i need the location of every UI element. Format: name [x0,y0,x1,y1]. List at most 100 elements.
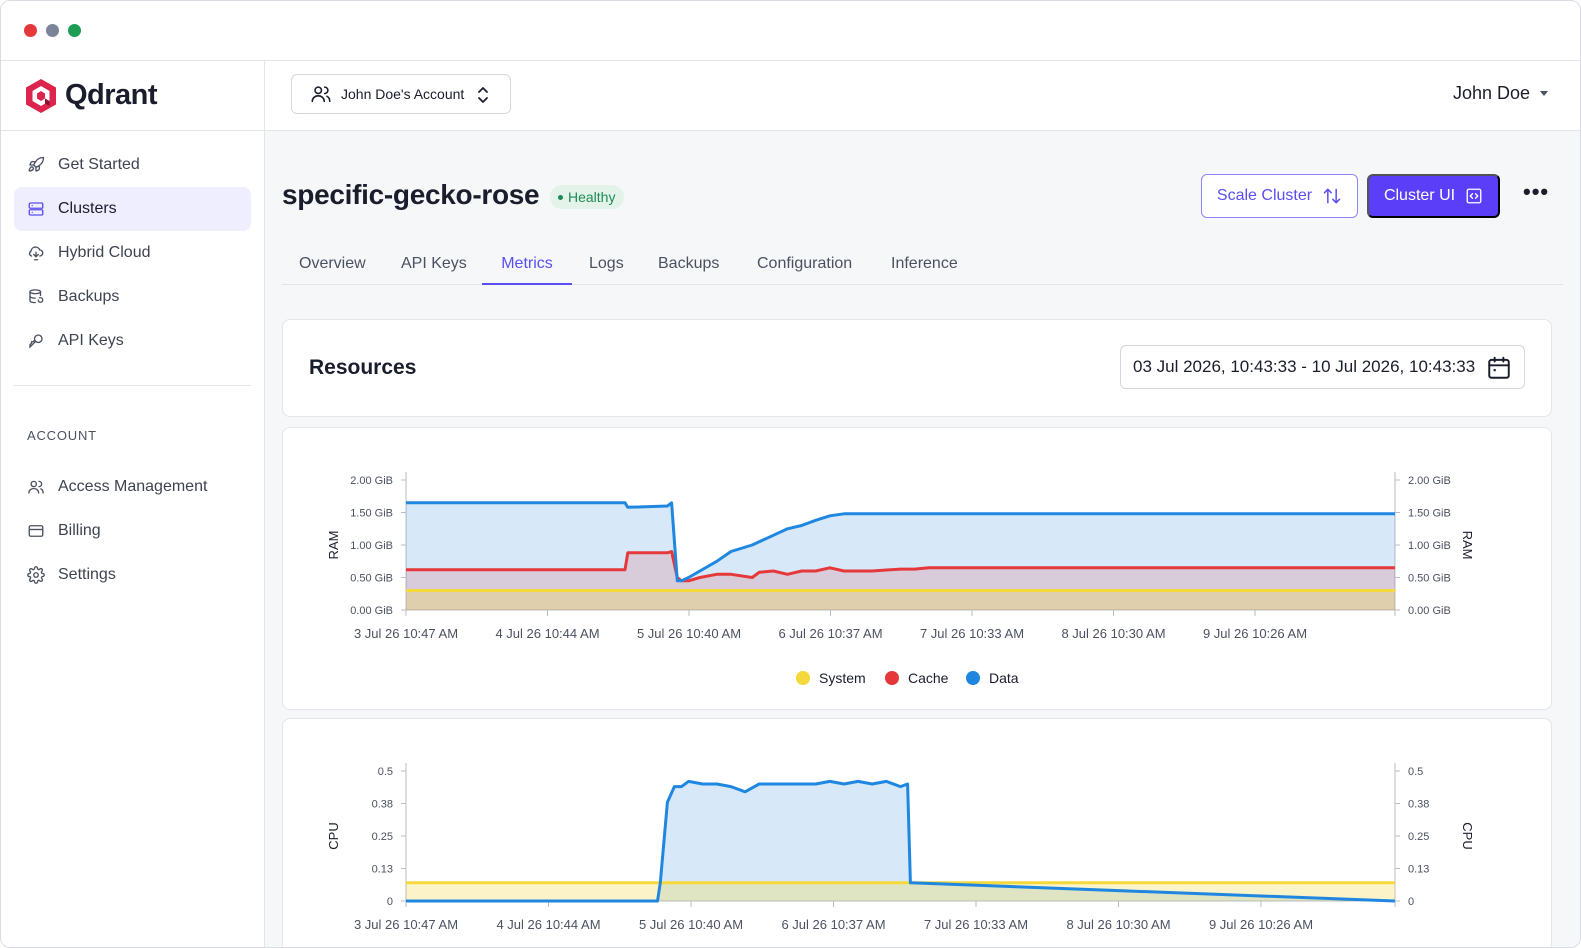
user-menu[interactable]: John Doe [1453,83,1548,104]
close-window-dot[interactable] [24,24,37,37]
y-axis-label-right: CPU [1460,822,1475,849]
main-content: specific-gecko-rose Healthy Scale Cluste… [265,131,1580,947]
y-tick-label-left: 2.00 GiB [350,475,393,487]
tab-configuration[interactable]: Configuration [757,255,853,272]
series-line-data [406,779,1396,903]
x-tick-label: 5 Jul 26 10:40 AM [639,917,743,932]
chevron-up-down-icon [478,87,488,103]
x-tick-label: 7 Jul 26 10:33 AM [920,626,1024,641]
users-icon [311,86,331,103]
ram-chart-card: 0.00 GiB 0.00 GiB 0.50 GiB 0.50 GiB 1.00 GiB… [282,427,1552,710]
series-line-cache [406,550,1395,583]
calendar-icon [1488,356,1510,379]
sidebar-item-access-management[interactable]: Access Management [14,465,251,509]
sidebar-item-label: Access Management [58,478,208,495]
sidebar-item-get-started[interactable]: Get Started [14,143,251,187]
arrows-up-down-icon [1323,188,1341,204]
maximize-window-dot[interactable] [68,24,81,37]
sidebar-item-label: Settings [58,566,116,583]
chart-legend: System Cache Data [796,670,1019,686]
sidebar-item-label: Backups [58,288,120,305]
series-area-data [406,502,1395,610]
main-nav: Get Started Clusters Hybrid Cloud Backup… [1,131,264,363]
y-tick-label-right: 0.25 [1408,831,1429,843]
y-tick-label-right: 0.13 [1408,864,1429,876]
cluster-tabs: Overview API Keys Metrics Logs Backups C… [282,243,1563,285]
rocket-icon [28,156,45,172]
tab-inference[interactable]: Inference [891,255,958,272]
brand-name: Qdrant [65,79,158,111]
more-options-icon[interactable]: ••• [1523,179,1550,204]
y-tick-label-left: 0.5 [378,766,393,778]
y-tick-label-left: 1.50 GiB [350,508,393,520]
x-tick-label: 9 Jul 26 10:26 AM [1209,917,1313,932]
cpu-chart: 0 0 0.13 0.13 0.25 0.25 0.38 0.38 0.5 0.5 CPU CPU 3 … [326,763,1475,932]
sidebar-item-hybrid-cloud[interactable]: Hybrid Cloud [14,231,251,275]
y-tick-label-right: 0.38 [1408,799,1429,811]
y-tick-label-right: 0 [1408,896,1414,908]
y-tick-label-right: 1.00 GiB [1408,540,1451,552]
sidebar-item-billing[interactable]: Billing [14,509,251,553]
x-tick-label: 8 Jul 26 10:30 AM [1066,917,1170,932]
top-header: John Doe's Account John Doe [265,61,1580,131]
legend-marker-data [966,671,980,685]
x-tick-label: 9 Jul 26 10:26 AM [1203,626,1307,641]
account-selector[interactable]: John Doe's Account [291,74,511,114]
minimize-window-dot[interactable] [46,24,59,37]
sidebar-item-label: Clusters [58,200,117,217]
series-area-system [406,590,1395,610]
cluster-ui-label: Cluster UI [1383,187,1456,204]
account-selector-label: John Doe's Account [341,86,465,102]
tab-api-keys[interactable]: API Keys [401,255,467,272]
sidebar-item-label: API Keys [58,332,124,349]
y-tick-label-left: 0.00 GiB [350,605,393,617]
y-tick-label-left: 1.00 GiB [350,540,393,552]
account-nav: Access Management Billing Settings [1,465,264,597]
logo[interactable]: Qdrant [1,61,264,131]
date-range-value: 03 Jul 2026, 10:43:33 - 10 Jul 2026, 10:… [1133,357,1476,376]
qdrant-logo-icon [26,78,56,113]
tab-backups[interactable]: Backups [658,255,720,272]
x-tick-label: 7 Jul 26 10:33 AM [924,917,1028,932]
gear-icon [27,566,45,584]
x-tick-label: 5 Jul 26 10:40 AM [637,626,741,641]
series-area-system [406,882,1395,901]
cloud-sync-icon [28,246,44,261]
y-tick-label-right: 2.00 GiB [1408,475,1451,487]
y-tick-label-right: 0.00 GiB [1408,605,1451,617]
ram-chart: 0.00 GiB 0.00 GiB 0.50 GiB 0.50 GiB 1.00 GiB… [326,472,1475,686]
series-line-data [406,501,1395,583]
tab-overview[interactable]: Overview [299,255,366,272]
title-bar [1,1,1580,61]
y-tick-label-left: 0.38 [372,799,393,811]
user-name: John Doe [1452,83,1530,103]
resources-header-card: Resources 03 Jul 2026, 10:43:33 - 10 Jul… [282,319,1552,417]
x-tick-label: 8 Jul 26 10:30 AM [1061,626,1165,641]
code-window-icon [1466,188,1482,204]
status-badge: Healthy [550,185,625,209]
tab-metrics[interactable]: Metrics [482,255,572,285]
date-range-picker[interactable]: 03 Jul 2026, 10:43:33 - 10 Jul 2026, 10:… [1120,345,1525,389]
x-tick-label: 4 Jul 26 10:44 AM [495,626,599,641]
sidebar: Qdrant Get Started Clusters Hybrid Cloud… [1,61,265,947]
scale-cluster-button[interactable]: Scale Cluster [1201,174,1358,218]
x-tick-label: 3 Jul 26 10:47 AM [354,626,458,641]
sidebar-item-api-keys[interactable]: API Keys [14,319,251,363]
key-icon [29,334,43,349]
tab-logs[interactable]: Logs [589,255,624,272]
caret-down-icon [1540,91,1548,96]
legend-label-data: Data [989,670,1019,686]
credit-card-icon [28,525,44,537]
scale-cluster-label: Scale Cluster [1216,187,1313,204]
y-tick-label-right: 1.50 GiB [1408,508,1451,520]
y-tick-label-left: 0.50 GiB [350,573,393,585]
sidebar-item-backups[interactable]: Backups [14,275,251,319]
sidebar-item-label: Billing [58,522,101,539]
sidebar-divider [14,385,251,386]
account-section-label: ACCOUNT [27,428,97,443]
x-tick-label: 6 Jul 26 10:37 AM [778,626,882,641]
cluster-ui-button[interactable]: Cluster UI [1367,174,1500,218]
sidebar-item-settings[interactable]: Settings [14,553,251,597]
sidebar-item-clusters[interactable]: Clusters [14,187,251,231]
